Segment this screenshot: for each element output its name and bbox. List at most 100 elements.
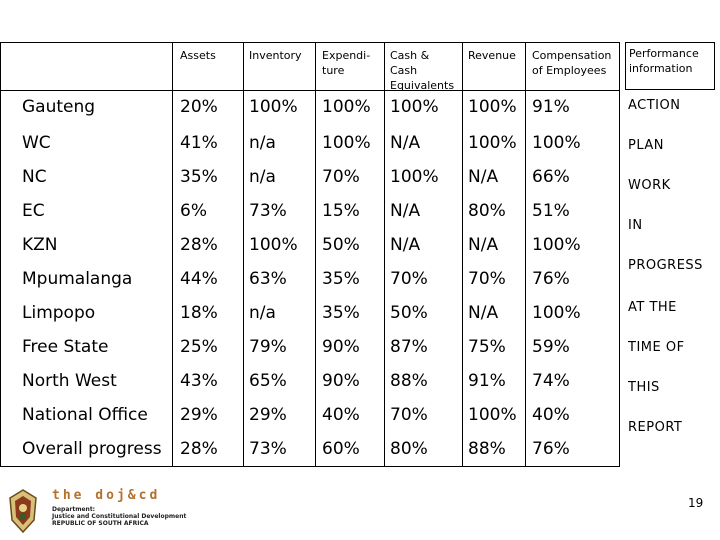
cell-assets: 20% bbox=[180, 97, 218, 117]
row-label: Gauteng bbox=[22, 97, 96, 117]
table-row: National Office 29% 29% 40% 70% 100% 40% bbox=[0, 398, 620, 432]
table-row: Limpopo 18% n/a 35% 50% N/A 100% bbox=[0, 296, 620, 330]
grid-line bbox=[172, 42, 173, 466]
cell-expenditure: 90% bbox=[322, 337, 360, 357]
row-label: North West bbox=[22, 371, 117, 391]
cell-expenditure: 60% bbox=[322, 439, 360, 459]
header-compensation: Compensation of Employees bbox=[532, 49, 612, 77]
coat-of-arms-icon bbox=[9, 489, 37, 534]
cell-compensation: 59% bbox=[532, 337, 570, 357]
performance-word: WORK bbox=[628, 178, 671, 193]
header-expenditure: Expendi- ture bbox=[322, 49, 371, 77]
cell-assets: 44% bbox=[180, 269, 218, 289]
cell-compensation: 76% bbox=[532, 269, 570, 289]
cell-cash: 88% bbox=[390, 371, 428, 391]
cell-compensation: 76% bbox=[532, 439, 570, 459]
cell-expenditure: 15% bbox=[322, 201, 360, 221]
cell-inventory: 73% bbox=[249, 201, 287, 221]
cell-cash: 70% bbox=[390, 269, 428, 289]
cell-revenue: 100% bbox=[468, 405, 517, 425]
table-row: EC 6% 73% 15% N/A 80% 51% bbox=[0, 194, 620, 228]
table-row: North West 43% 65% 90% 88% 91% 74% bbox=[0, 364, 620, 398]
cell-inventory: 73% bbox=[249, 439, 287, 459]
cell-expenditure: 70% bbox=[322, 167, 360, 187]
row-label: Overall progress bbox=[22, 439, 162, 459]
cell-inventory: n/a bbox=[249, 133, 276, 153]
table-row: Free State 25% 79% 90% 87% 75% 59% bbox=[0, 330, 620, 364]
cell-expenditure: 50% bbox=[322, 235, 360, 255]
header-performance: Performance information bbox=[625, 42, 715, 90]
grid-line bbox=[462, 42, 463, 466]
cell-inventory: n/a bbox=[249, 303, 276, 323]
cell-inventory: 100% bbox=[249, 97, 298, 117]
cell-cash: 87% bbox=[390, 337, 428, 357]
cell-compensation: 100% bbox=[532, 133, 581, 153]
grid-line bbox=[0, 42, 1, 466]
cell-revenue: 70% bbox=[468, 269, 506, 289]
row-label: Free State bbox=[22, 337, 109, 357]
row-label: National Office bbox=[22, 405, 148, 425]
cell-cash: N/A bbox=[390, 235, 421, 255]
cell-cash: 100% bbox=[390, 167, 439, 187]
cell-revenue: 75% bbox=[468, 337, 506, 357]
table-row: NC 35% n/a 70% 100% N/A 66% bbox=[0, 160, 620, 194]
cell-revenue: 80% bbox=[468, 201, 506, 221]
logo-text: the doj&cd bbox=[52, 488, 161, 503]
performance-word: PLAN bbox=[628, 138, 664, 153]
cell-revenue: 88% bbox=[468, 439, 506, 459]
row-label: EC bbox=[22, 201, 45, 221]
cell-assets: 35% bbox=[180, 167, 218, 187]
cell-revenue: 100% bbox=[468, 97, 517, 117]
cell-cash: 50% bbox=[390, 303, 428, 323]
cell-compensation: 40% bbox=[532, 405, 570, 425]
grid-line bbox=[315, 42, 316, 466]
row-label: Mpumalanga bbox=[22, 269, 133, 289]
header-assets: Assets bbox=[180, 49, 216, 62]
performance-word: IN bbox=[628, 218, 643, 233]
table-row: Gauteng 20% 100% 100% 100% 100% 91% bbox=[0, 90, 620, 124]
grid-line bbox=[0, 90, 620, 91]
table-row: Overall progress 28% 73% 60% 80% 88% 76% bbox=[0, 432, 620, 466]
grid-line bbox=[384, 42, 385, 466]
logo-sub-republic: REPUBLIC OF SOUTH AFRICA bbox=[52, 520, 149, 527]
cell-expenditure: 35% bbox=[322, 269, 360, 289]
row-label: KZN bbox=[22, 235, 58, 255]
cell-compensation: 74% bbox=[532, 371, 570, 391]
cell-compensation: 100% bbox=[532, 235, 581, 255]
cell-revenue: 100% bbox=[468, 133, 517, 153]
table-row: WC 41% n/a 100% N/A 100% 100% bbox=[0, 126, 620, 160]
cell-inventory: n/a bbox=[249, 167, 276, 187]
cell-expenditure: 40% bbox=[322, 405, 360, 425]
row-label: Limpopo bbox=[22, 303, 96, 323]
cell-assets: 41% bbox=[180, 133, 218, 153]
performance-word: AT THE bbox=[628, 300, 677, 315]
cell-expenditure: 100% bbox=[322, 97, 371, 117]
row-label: WC bbox=[22, 133, 51, 153]
cell-revenue: 91% bbox=[468, 371, 506, 391]
cell-expenditure: 100% bbox=[322, 133, 371, 153]
cell-expenditure: 90% bbox=[322, 371, 360, 391]
row-label: NC bbox=[22, 167, 47, 187]
cell-revenue: N/A bbox=[468, 235, 499, 255]
performance-word: TIME OF bbox=[628, 340, 685, 355]
logo-sub-justice: Justice and Constitutional Development bbox=[52, 513, 187, 520]
cell-assets: 25% bbox=[180, 337, 218, 357]
cell-inventory: 65% bbox=[249, 371, 287, 391]
cell-assets: 28% bbox=[180, 439, 218, 459]
cell-compensation: 66% bbox=[532, 167, 570, 187]
grid-line bbox=[243, 42, 244, 466]
header-cash: Cash & Cash Equivalents bbox=[390, 49, 455, 92]
performance-word: PROGRESS bbox=[628, 258, 703, 273]
cell-cash: N/A bbox=[390, 201, 421, 221]
cell-cash: 70% bbox=[390, 405, 428, 425]
grid-line bbox=[619, 42, 620, 466]
performance-word: ACTION bbox=[628, 98, 681, 113]
cell-inventory: 79% bbox=[249, 337, 287, 357]
cell-compensation: 91% bbox=[532, 97, 570, 117]
performance-word: THIS bbox=[628, 380, 660, 395]
cell-cash: 100% bbox=[390, 97, 439, 117]
cell-cash: 80% bbox=[390, 439, 428, 459]
page-number: 19 bbox=[688, 496, 704, 510]
cell-assets: 29% bbox=[180, 405, 218, 425]
performance-word: REPORT bbox=[628, 420, 683, 435]
